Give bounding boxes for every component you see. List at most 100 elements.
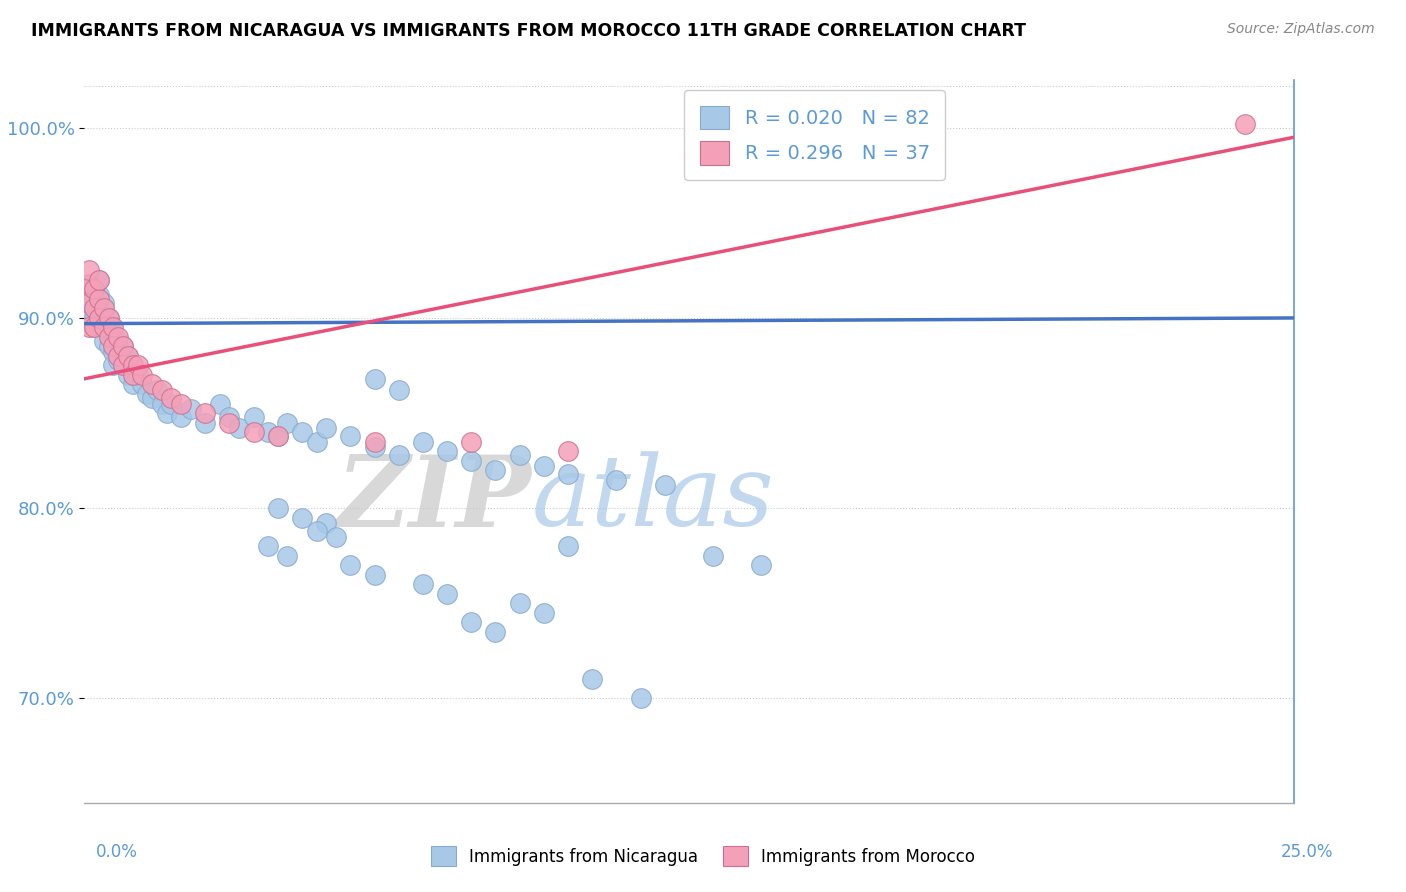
Point xyxy=(87,292,110,306)
Point xyxy=(436,444,458,458)
Point xyxy=(83,320,105,334)
Point xyxy=(460,434,482,449)
Point xyxy=(87,273,110,287)
Point xyxy=(315,516,337,531)
Legend: Immigrants from Nicaragua, Immigrants from Morocco: Immigrants from Nicaragua, Immigrants fr… xyxy=(422,838,984,875)
Point xyxy=(127,368,149,382)
Point xyxy=(170,396,193,410)
Point xyxy=(339,429,361,443)
Point xyxy=(107,349,129,363)
Point xyxy=(93,295,115,310)
Point xyxy=(127,359,149,373)
Point xyxy=(305,524,328,538)
Point xyxy=(97,320,120,334)
Point xyxy=(194,406,217,420)
Point xyxy=(484,624,506,639)
Point xyxy=(93,334,115,348)
Point xyxy=(557,467,579,481)
Point xyxy=(242,409,264,424)
Point xyxy=(436,587,458,601)
Point xyxy=(363,440,385,454)
Point xyxy=(93,320,115,334)
Point xyxy=(557,539,579,553)
Point xyxy=(1234,117,1257,131)
Point xyxy=(533,606,555,620)
Point xyxy=(112,359,135,373)
Point xyxy=(77,320,100,334)
Point xyxy=(388,383,411,397)
Point xyxy=(533,459,555,474)
Point xyxy=(388,448,411,462)
Point xyxy=(77,277,100,291)
Point xyxy=(654,478,676,492)
Point xyxy=(160,396,183,410)
Point xyxy=(325,530,347,544)
Legend: R = 0.020   N = 82, R = 0.296   N = 37: R = 0.020 N = 82, R = 0.296 N = 37 xyxy=(685,90,945,180)
Point xyxy=(121,359,143,373)
Point xyxy=(702,549,724,563)
Point xyxy=(83,301,105,316)
Point xyxy=(87,273,110,287)
Point xyxy=(155,406,177,420)
Point xyxy=(160,391,183,405)
Point xyxy=(107,330,129,344)
Point xyxy=(107,334,129,348)
Point xyxy=(121,368,143,382)
Point xyxy=(87,288,110,302)
Text: 25.0%: 25.0% xyxy=(1281,843,1333,861)
Point xyxy=(97,330,120,344)
Point xyxy=(103,359,125,373)
Point xyxy=(107,352,129,367)
Point xyxy=(267,501,290,516)
Point xyxy=(121,359,143,373)
Point xyxy=(276,416,298,430)
Point xyxy=(363,434,385,449)
Text: atlas: atlas xyxy=(531,451,775,547)
Point xyxy=(267,429,290,443)
Point xyxy=(509,596,531,610)
Point xyxy=(257,425,280,439)
Point xyxy=(97,310,120,325)
Point xyxy=(136,387,159,401)
Point xyxy=(751,558,773,573)
Point xyxy=(146,383,169,397)
Point xyxy=(363,372,385,386)
Point xyxy=(412,434,434,449)
Point xyxy=(83,282,105,296)
Point xyxy=(117,349,139,363)
Point xyxy=(339,558,361,573)
Text: Source: ZipAtlas.com: Source: ZipAtlas.com xyxy=(1227,22,1375,37)
Point xyxy=(93,301,115,316)
Point xyxy=(131,368,153,382)
Text: ZIP: ZIP xyxy=(337,451,531,548)
Point xyxy=(77,301,100,316)
Point xyxy=(103,339,125,353)
Point xyxy=(194,416,217,430)
Point xyxy=(150,396,173,410)
Point xyxy=(218,416,240,430)
Point xyxy=(218,409,240,424)
Point xyxy=(180,402,202,417)
Point xyxy=(97,310,120,325)
Point xyxy=(87,310,110,325)
Point xyxy=(103,320,125,334)
Point xyxy=(581,672,603,686)
Point xyxy=(93,320,115,334)
Point xyxy=(509,448,531,462)
Point xyxy=(83,320,105,334)
Point xyxy=(170,409,193,424)
Point xyxy=(83,292,105,306)
Point xyxy=(208,396,231,410)
Point xyxy=(276,549,298,563)
Point xyxy=(112,359,135,373)
Point xyxy=(77,292,100,306)
Point xyxy=(117,368,139,382)
Point xyxy=(77,263,100,277)
Point xyxy=(257,539,280,553)
Point xyxy=(630,691,652,706)
Point xyxy=(228,421,250,435)
Point xyxy=(141,377,163,392)
Point xyxy=(77,295,100,310)
Point xyxy=(267,429,290,443)
Point xyxy=(121,377,143,392)
